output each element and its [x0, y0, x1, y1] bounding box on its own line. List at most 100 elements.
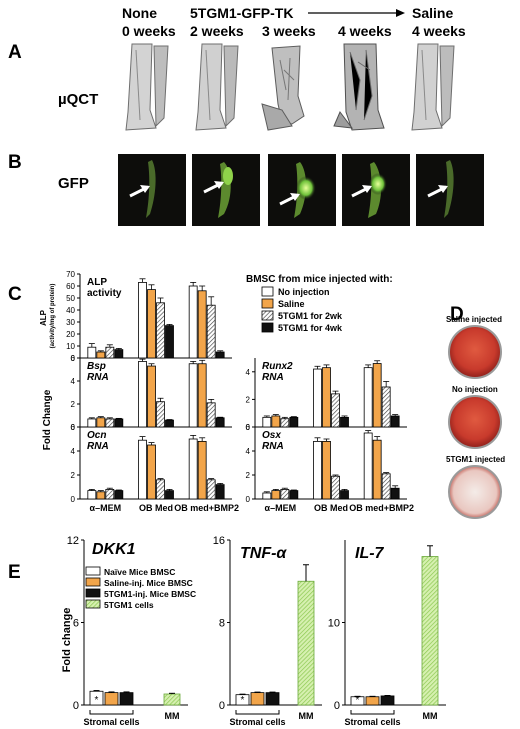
gfp-image-2wk [192, 154, 260, 226]
y-tick-label: 0 [219, 700, 225, 712]
legend-swatch-c-0 [261, 286, 274, 297]
dish-label-saline: Saline injected [446, 315, 502, 324]
bar [188, 363, 198, 428]
bar [147, 289, 156, 359]
y-tick-label: 30 [66, 318, 75, 327]
bar [271, 415, 281, 428]
y-tick-label: 70 [66, 270, 75, 279]
panel-c-charts: 010203040506070ALPactivity0246BspRNA024R… [66, 270, 414, 513]
y-tick-label: 0 [334, 700, 340, 712]
bar [165, 325, 174, 359]
bar [262, 492, 272, 500]
significance-star: * [241, 695, 245, 706]
legend-label-e-3: 5TGM1 cells [104, 600, 154, 610]
row-label-gfp: GFP [58, 175, 89, 192]
x-category-label: α–MEM [265, 503, 297, 513]
bar [363, 367, 373, 428]
chart-title: Ocn [87, 430, 106, 441]
bar [147, 365, 156, 428]
y-tick-label: 4 [71, 447, 76, 456]
panel-letter-b: B [8, 152, 22, 173]
bar [96, 417, 106, 428]
header-week-3: 3 weeks [262, 23, 316, 39]
bar [322, 440, 331, 500]
legend-swatch-e-1 [85, 577, 101, 587]
y-tick-label: 6 [246, 423, 251, 432]
y-tick-label: 2 [246, 471, 251, 480]
bar [104, 692, 119, 706]
bar [138, 439, 147, 500]
legend-swatch-e-3 [85, 599, 101, 609]
bar [206, 304, 216, 359]
bar [87, 346, 97, 359]
y-tick-label: 4 [246, 447, 251, 456]
y-tick-label: 6 [71, 354, 76, 363]
dish-5tgm1 [448, 465, 502, 519]
group-bracket [89, 710, 134, 715]
chart-title-line2: activity [87, 288, 122, 299]
bar [165, 490, 174, 500]
y-tick-label: 50 [66, 294, 75, 303]
y-tick-label: 16 [213, 535, 225, 547]
y-tick-label: 0 [246, 495, 251, 504]
bar [206, 402, 216, 428]
bar [322, 367, 331, 428]
bone-render-2wk [195, 43, 239, 131]
chart-e-2: 0 10 IL-7 * Stromal cells MM [328, 540, 446, 727]
legend-label-c-1: Saline [278, 299, 305, 309]
significance-star: * [356, 695, 360, 706]
chart-title: ALP [87, 277, 107, 288]
chart-e-1: 0 8 16 TNF-α * Stromal cells MM [213, 535, 322, 727]
chart-title: Bsp [87, 361, 106, 372]
bar [215, 351, 225, 359]
bar [197, 290, 207, 359]
legend-label-e-0: Naïve Mice BMSC [104, 567, 175, 577]
legend-swatch-c-2 [261, 310, 274, 321]
group-label-stromal: Stromal cells [344, 717, 400, 727]
x-category-label: α–MEM [90, 503, 122, 513]
dish-saline [448, 325, 502, 379]
dish-label-no-injection: No injection [452, 385, 498, 394]
bar [163, 693, 181, 706]
bar [390, 415, 400, 428]
y-tick-label: 12 [67, 535, 79, 547]
gfp-image-3wk [268, 154, 336, 226]
y-tick-label: 20 [66, 330, 75, 339]
bar [156, 401, 165, 428]
time-arrow-head [396, 9, 405, 17]
header-saline-week-4: 4 weeks [412, 23, 466, 39]
bar [297, 580, 315, 706]
y-tick-label: 2 [71, 400, 76, 409]
bone-render-4wk [333, 43, 385, 131]
bone-render-saline [411, 43, 455, 131]
chart-e-0: 0 6 12 DKK1 * Stromal cells MM [67, 535, 188, 727]
y-tick-label: 6 [71, 423, 76, 432]
bar [331, 475, 340, 500]
legend-swatch-c-1 [261, 298, 274, 309]
y-tick-label: 6 [73, 618, 79, 630]
y-tick-label: 0 [71, 423, 76, 432]
bar [280, 418, 290, 428]
bar [363, 432, 373, 500]
bar [165, 419, 174, 428]
group-label-stromal: Stromal cells [83, 717, 139, 727]
panel-e-charts: 0 6 12 DKK1 * Stromal cells MM 0 8 16 TNF-α * Stroma… [67, 535, 446, 727]
bar [206, 479, 216, 500]
header-5tgm1: 5TGM1-GFP-TK [190, 5, 293, 21]
header-saline: Saline [412, 5, 453, 21]
y-tick-label: 4 [246, 368, 251, 377]
bar [138, 361, 147, 428]
bar [147, 444, 156, 500]
bar [197, 363, 207, 428]
bar [289, 416, 299, 428]
legend-label-e-1: Saline-inj. Mice BMSC [104, 578, 193, 588]
y-tick-label: 0 [246, 423, 251, 432]
x-category-label: OB med+BMP2 [349, 503, 414, 513]
bar [390, 487, 400, 500]
significance-star: * [95, 695, 99, 706]
bar [280, 488, 290, 500]
bar [105, 346, 115, 359]
